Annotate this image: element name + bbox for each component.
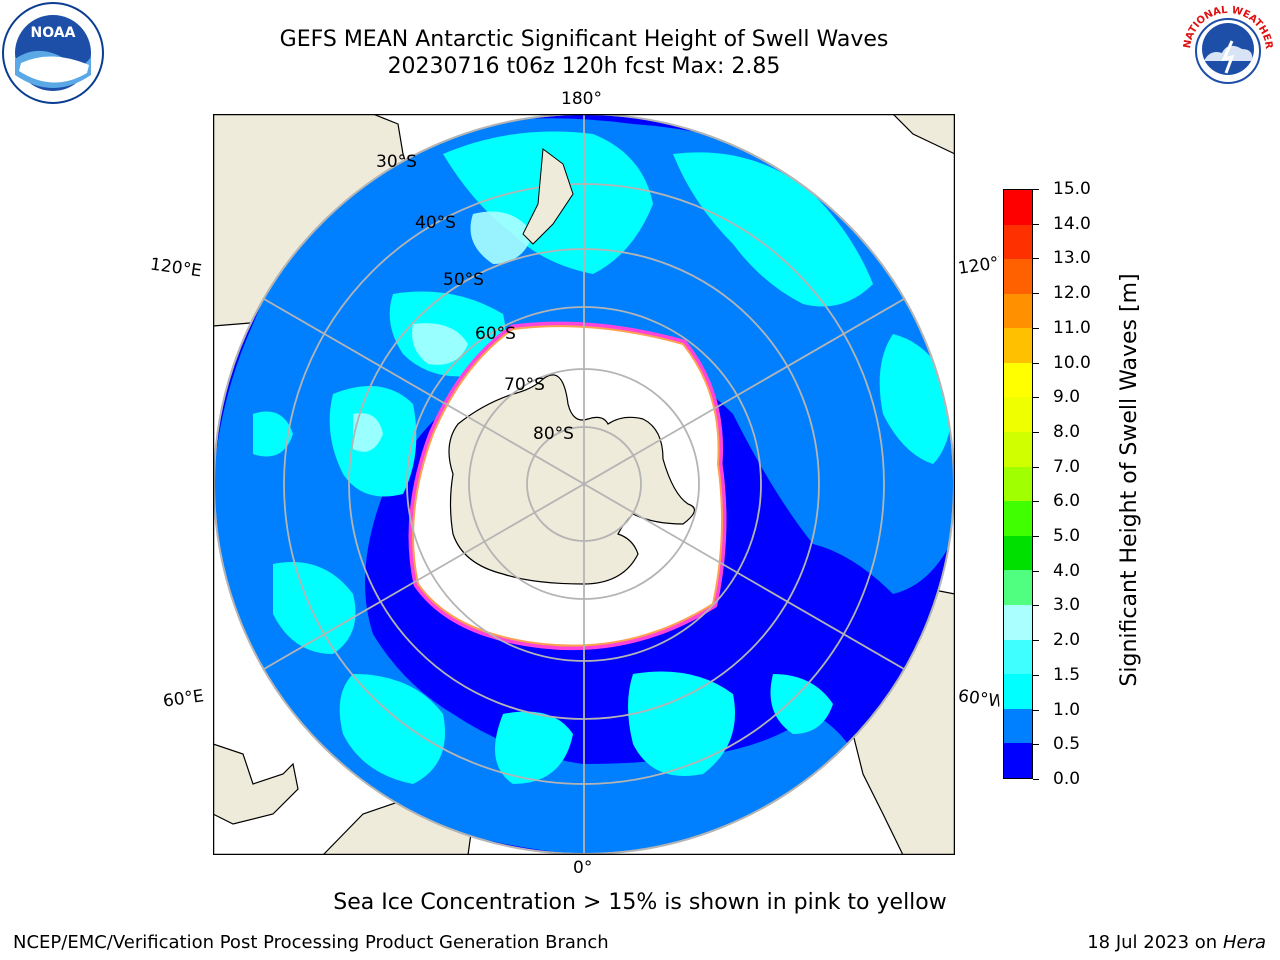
lat-label-50s: 50°S: [443, 270, 484, 290]
colorbar-tick-label: 1.5: [1053, 664, 1081, 685]
colorbar-tick: [1033, 327, 1039, 329]
footer-date-text: 18 Jul 2023 on: [1087, 932, 1223, 953]
colorbar-tick-label: 1.0: [1053, 699, 1081, 720]
colorbar-tick: [1033, 536, 1039, 538]
map-canvas: [212, 113, 956, 856]
colorbar-tick-label: 15.0: [1053, 179, 1091, 199]
colorbar-segment: [1004, 501, 1032, 536]
colorbar-segment: [1004, 362, 1032, 398]
nws-logo: NATIONAL WEATHER SERVICE: [1172, 0, 1280, 101]
swell-field-highest: [353, 211, 533, 452]
colorbar-tick-label: 0.5: [1053, 734, 1081, 755]
colorbar-tick-label: 4.0: [1053, 560, 1081, 581]
lat-label-40s: 40°S: [415, 213, 456, 233]
colorbar-segment: [1004, 570, 1032, 606]
colorbar-tick: [1033, 431, 1039, 433]
graticule: [214, 114, 954, 854]
antarctica: [448, 374, 695, 585]
colorbar-tick: [1033, 605, 1039, 607]
colorbar-segment: [1004, 328, 1032, 363]
colorbar-tick-label: 3.0: [1053, 595, 1081, 616]
colorbar-segment: [1004, 605, 1032, 640]
colorbar-segment: [1004, 639, 1032, 675]
colorbar-tick-label: 7.0: [1053, 456, 1081, 477]
lat-label-60s: 60°S: [475, 324, 516, 344]
colorbar-segment: [1004, 259, 1032, 294]
colorbar-tick-label: 11.0: [1053, 317, 1091, 338]
colorbar-tick: [1033, 570, 1039, 572]
colorbar-tick: [1033, 293, 1039, 295]
colorbar-segment: [1004, 674, 1032, 709]
colorbar-tick: [1033, 744, 1039, 746]
colorbar-tick-label: 6.0: [1053, 491, 1081, 512]
noaa-logo: NOAA: [1, 1, 105, 105]
footer-branch: NCEP/EMC/Verification Post Processing Pr…: [13, 932, 609, 953]
lat-label-30s: 30°S: [376, 152, 417, 172]
colorbar-segment: [1004, 293, 1032, 329]
colorbar-tick: [1033, 397, 1039, 399]
colorbar-tick: [1033, 189, 1039, 190]
colorbar: [1003, 189, 1033, 779]
colorbar-tick: [1033, 674, 1039, 676]
colorbar-tick: [1033, 640, 1039, 642]
lat-label-80s: 80°S: [533, 424, 574, 444]
colorbar-tick-label: 9.0: [1053, 387, 1081, 408]
lon-label-0: 0°: [573, 858, 593, 878]
polar-map: [212, 113, 956, 856]
colorbar-segment: [1004, 708, 1032, 744]
lon-label-120e: 120°E: [148, 254, 203, 282]
colorbar-tick: [1033, 709, 1039, 711]
colorbar-segment: [1004, 397, 1032, 433]
footer-date: 18 Jul 2023 on Hera: [1087, 932, 1266, 953]
colorbar-tick-label: 5.0: [1053, 526, 1081, 547]
colorbar-tick: [1033, 223, 1039, 225]
colorbar-tick-label: 8.0: [1053, 421, 1081, 442]
lon-label-60e: 60°E: [161, 686, 206, 712]
lon-label-60w: 60°W: [956, 686, 1002, 712]
colorbar-tick: [1033, 258, 1039, 260]
colorbar-tick: [1033, 779, 1039, 780]
colorbar-segment: [1004, 189, 1032, 225]
colorbar-tick-label: 13.0: [1053, 248, 1091, 269]
colorbar-tick-label: 12.0: [1053, 283, 1091, 304]
colorbar-tick-label: 0.0: [1053, 769, 1081, 789]
colorbar-tick-label: 14.0: [1053, 213, 1091, 234]
svg-text:NOAA: NOAA: [31, 25, 76, 41]
colorbar-segment: [1004, 432, 1032, 467]
lon-label-180: 180°: [561, 89, 602, 109]
colorbar-segment: [1004, 535, 1032, 571]
chart-title: GEFS MEAN Antarctic Significant Height o…: [279, 27, 889, 52]
colorbar-segment: [1004, 743, 1032, 778]
colorbar-label: Significant Height of Swell Waves [m]: [1117, 273, 1142, 687]
colorbar-tick-label: 10.0: [1053, 352, 1091, 373]
colorbar-tick: [1033, 362, 1039, 364]
lat-label-70s: 70°S: [504, 375, 545, 395]
colorbar-tick-label: 2.0: [1053, 630, 1081, 651]
chart-subtitle: 20230716 t06z 120h fcst Max: 2.85: [387, 54, 781, 79]
footer-host: Hera: [1222, 932, 1266, 953]
colorbar-tick: [1033, 466, 1039, 468]
sea-ice-note: Sea Ice Concentration > 15% is shown in …: [333, 890, 947, 915]
colorbar-segment: [1004, 224, 1032, 260]
lon-label-120w: 120°W: [956, 253, 1002, 279]
colorbar-tick: [1033, 501, 1039, 503]
colorbar-segment: [1004, 466, 1032, 502]
new-zealand: [522, 148, 574, 245]
